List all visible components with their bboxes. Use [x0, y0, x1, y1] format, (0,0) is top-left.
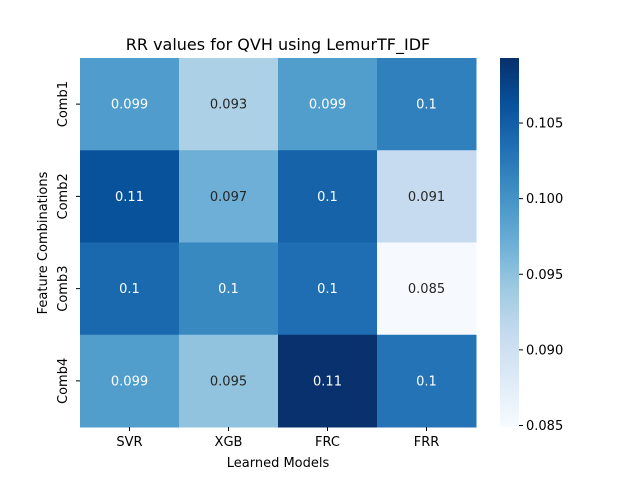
- heatmap-cell: [278, 242, 378, 336]
- cell-value-label: 0.091: [408, 190, 445, 205]
- heatmap-cell: [278, 58, 378, 151]
- cell-value-label: 0.095: [210, 374, 247, 389]
- cell-value-label: 0.099: [111, 98, 148, 113]
- cell-value-label: 0.1: [317, 282, 338, 297]
- y-tick-label: Comb2: [56, 173, 71, 219]
- heatmap-cell: [278, 150, 378, 243]
- colorbar: [500, 58, 519, 427]
- y-tick-label: Comb4: [56, 358, 71, 404]
- heatmap-cell: [377, 150, 477, 243]
- x-tick-label: SVR: [116, 435, 142, 450]
- x-axis: SVR XGB FRC FRR: [116, 427, 439, 450]
- heatmap-cell: [377, 334, 477, 428]
- cell-value-label: 0.093: [210, 98, 247, 113]
- cell-labels: 0.099 0.093 0.099 0.1 0.11 0.097 0.1 0.091 0.1 0.…: [111, 98, 445, 390]
- heatmap-cell: [179, 150, 279, 243]
- heatmap-cells: [80, 58, 477, 428]
- colorbar-tick-label: 0.095: [526, 268, 563, 283]
- chart-title: RR values for QVH using LemurTF_IDF: [126, 35, 431, 55]
- x-axis-label: Learned Models: [227, 456, 330, 471]
- heatmap-cell: [179, 334, 279, 428]
- colorbar-tick-label: 0.090: [526, 343, 563, 358]
- y-axis: Comb1 Comb2 Comb3 Comb4: [56, 81, 80, 404]
- heatmap-cell: [377, 58, 477, 151]
- heatmap-cell: [80, 242, 180, 336]
- cell-value-label: 0.1: [317, 190, 338, 205]
- y-tick-label: Comb3: [56, 266, 71, 312]
- cell-value-label: 0.11: [313, 374, 342, 389]
- cell-value-label: 0.11: [115, 190, 144, 205]
- x-tick-label: FRC: [315, 435, 340, 450]
- heatmap-cell: [80, 334, 180, 428]
- x-tick-label: XGB: [215, 435, 243, 450]
- cell-value-label: 0.1: [218, 282, 239, 297]
- colorbar-axis: 0.085 0.090 0.095 0.100 0.105: [519, 117, 563, 434]
- cell-value-label: 0.099: [309, 98, 346, 113]
- heatmap-cell: [278, 334, 378, 428]
- heatmap-cell: [377, 242, 477, 336]
- y-axis-label: Feature Combinations: [36, 171, 51, 314]
- cell-value-label: 0.1: [416, 374, 437, 389]
- colorbar-tick-label: 0.105: [526, 117, 563, 132]
- colorbar-tick-label: 0.100: [526, 192, 563, 207]
- cell-value-label: 0.085: [408, 282, 445, 297]
- heatmap-cell: [179, 242, 279, 336]
- heatmap-cell: [80, 150, 180, 243]
- cell-value-label: 0.099: [111, 374, 148, 389]
- heatmap-cell: [179, 58, 279, 151]
- heatmap-cell: [80, 58, 180, 151]
- cell-value-label: 0.1: [119, 282, 140, 297]
- x-tick-label: FRR: [414, 435, 440, 450]
- cell-value-label: 0.097: [210, 190, 247, 205]
- cell-value-label: 0.1: [416, 98, 437, 113]
- y-tick-label: Comb1: [56, 81, 71, 127]
- colorbar-tick-label: 0.085: [526, 419, 563, 434]
